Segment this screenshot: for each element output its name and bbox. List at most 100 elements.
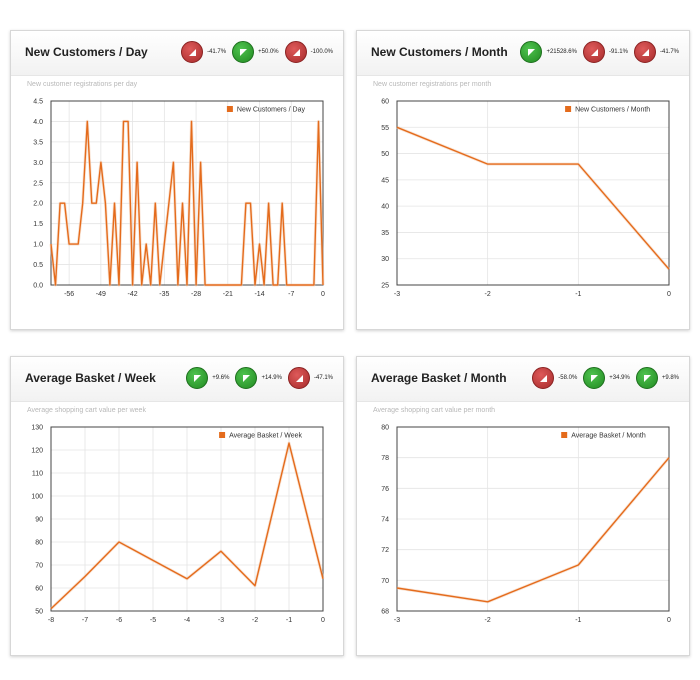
plot-frame xyxy=(50,426,324,612)
series-line xyxy=(396,126,670,270)
x-tick-label: 0 xyxy=(667,291,671,298)
trend-down-icon xyxy=(287,367,310,389)
x-tick-label: -35 xyxy=(159,291,169,298)
panel-title: New Customers / Month xyxy=(371,45,508,59)
y-tick-label: 120 xyxy=(31,448,43,455)
x-tick-label: -3 xyxy=(394,617,400,624)
legend-swatch xyxy=(226,106,233,112)
y-tick-label: 70 xyxy=(35,563,43,570)
y-tick-label: 4.5 xyxy=(33,99,43,106)
x-tick-label: -21 xyxy=(223,291,233,298)
y-tick-label: 0.5 xyxy=(33,262,43,269)
trend-badge: -41.7% xyxy=(181,41,226,63)
trend-down-icon xyxy=(633,41,656,63)
trend-up-icon xyxy=(232,41,255,63)
grid xyxy=(50,426,324,612)
legend-label: New Customers / Day xyxy=(237,107,306,114)
plot-frame xyxy=(396,426,670,612)
trend-badge: -58.0% xyxy=(532,367,577,389)
trend-up-icon xyxy=(186,367,209,389)
trend-up-icon xyxy=(583,367,606,389)
x-tick-label: -28 xyxy=(191,291,201,298)
y-tick-label: 80 xyxy=(381,425,389,432)
trend-badge-text: -41.7% xyxy=(659,49,679,55)
trend-badge-text: +9.6% xyxy=(212,375,230,381)
x-tick-label: -4 xyxy=(184,617,190,624)
panel-title: Average Basket / Month xyxy=(371,371,507,385)
x-tick-label: -1 xyxy=(575,291,581,298)
y-tick-label: 70 xyxy=(381,578,389,585)
y-tick-label: 80 xyxy=(35,540,43,547)
series-line-shadow xyxy=(396,125,671,271)
line-chart: 68 70 72 74 76 78 80 -3 -2 -1 0 Average Basket / Mo… xyxy=(381,425,671,625)
trend-badge-text: +34.9% xyxy=(609,375,630,381)
legend-label: Average Basket / Month xyxy=(571,433,646,440)
legend-label: New Customers / Month xyxy=(575,107,650,114)
trend-badges: +9.6% +14.9% -47.1% xyxy=(180,367,333,389)
trend-badge: +9.8% xyxy=(635,367,679,389)
panel-header: New Customers / Month +21528.6% -91.1% -… xyxy=(357,31,689,76)
x-tick-label: -6 xyxy=(116,617,122,624)
trend-badges: -41.7% +50.0% -100.0% xyxy=(175,41,333,63)
x-tick-label: -7 xyxy=(288,291,294,298)
trend-badge: +50.0% xyxy=(232,41,279,63)
x-tick-label: -8 xyxy=(48,617,54,624)
x-tick-label: -2 xyxy=(485,291,491,298)
trend-badge: -41.7% xyxy=(633,41,679,63)
y-tick-label: 100 xyxy=(31,494,43,501)
y-tick-label: 4.0 xyxy=(33,119,43,126)
trend-badge-text: +14.9% xyxy=(261,375,282,381)
x-tick-label: -3 xyxy=(218,617,224,624)
grid xyxy=(396,100,670,286)
y-tick-label: 72 xyxy=(381,547,389,554)
x-tick-label: -5 xyxy=(150,617,156,624)
y-tick-label: 45 xyxy=(381,177,389,184)
panel-title: Average Basket / Week xyxy=(25,371,156,385)
x-tick-label: 0 xyxy=(667,617,671,624)
trend-badge-text: +21528.6% xyxy=(546,49,577,55)
line-chart: 50 60 70 80 90 100 110 120 130 -8 -7 -6 -5 -4 -3 -2 -1 0 A… xyxy=(31,425,325,625)
x-tick-label: -14 xyxy=(254,291,264,298)
x-tick-label: -1 xyxy=(286,617,292,624)
y-tick-label: 50 xyxy=(381,151,389,158)
y-tick-label: 35 xyxy=(381,230,389,237)
panel-subtitle: New customer registrations per day xyxy=(27,81,138,88)
chart-panel-average-basket-week: Average Basket / Week +9.6% +14.9% -47.1… xyxy=(10,356,344,656)
trend-down-icon xyxy=(532,367,555,389)
legend-swatch xyxy=(561,432,568,438)
trend-badge-text: -91.1% xyxy=(608,49,628,55)
legend-swatch xyxy=(565,106,572,112)
legend-label: Average Basket / Week xyxy=(229,433,302,440)
panel-header: Average Basket / Month -58.0% +34.9% +9.… xyxy=(357,357,689,402)
y-tick-label: 1.5 xyxy=(33,221,43,228)
trend-badge-text: +50.0% xyxy=(258,49,279,55)
y-tick-label: 76 xyxy=(381,486,389,493)
plot-frame xyxy=(396,100,670,286)
y-tick-label: 90 xyxy=(35,517,43,524)
trend-badge: -91.1% xyxy=(582,41,628,63)
y-tick-label: 130 xyxy=(31,425,43,432)
panel-header: Average Basket / Week +9.6% +14.9% -47.1… xyxy=(11,357,343,402)
x-tick-label: -7 xyxy=(82,617,88,624)
series-line xyxy=(396,457,670,603)
x-tick-label: -2 xyxy=(252,617,258,624)
panel-subtitle: New customer registrations per month xyxy=(373,81,492,88)
trend-badge: +21528.6% xyxy=(520,41,577,63)
x-tick-label: -1 xyxy=(575,617,581,624)
y-tick-label: 110 xyxy=(32,471,43,478)
x-tick-label: 0 xyxy=(321,617,325,624)
panel-header: New Customers / Day -41.7% +50.0% -100.0… xyxy=(11,31,343,76)
line-chart: 25 30 35 40 45 50 55 60 -3 -2 -1 0 New Customers / M… xyxy=(381,99,671,299)
trend-badge-text: -47.1% xyxy=(313,375,333,381)
trend-badge: +34.9% xyxy=(583,367,630,389)
y-tick-label: 40 xyxy=(381,204,389,211)
chart-panel-new-customers-day: New Customers / Day -41.7% +50.0% -100.0… xyxy=(10,30,344,330)
y-tick-label: 3.0 xyxy=(33,160,43,167)
y-tick-label: 55 xyxy=(381,125,389,132)
y-tick-label: 0.0 xyxy=(33,283,43,290)
trend-up-icon xyxy=(635,367,658,389)
trend-badge: -47.1% xyxy=(287,367,333,389)
y-tick-label: 60 xyxy=(35,586,43,593)
legend-swatch xyxy=(219,432,226,438)
y-tick-label: 30 xyxy=(381,256,389,263)
